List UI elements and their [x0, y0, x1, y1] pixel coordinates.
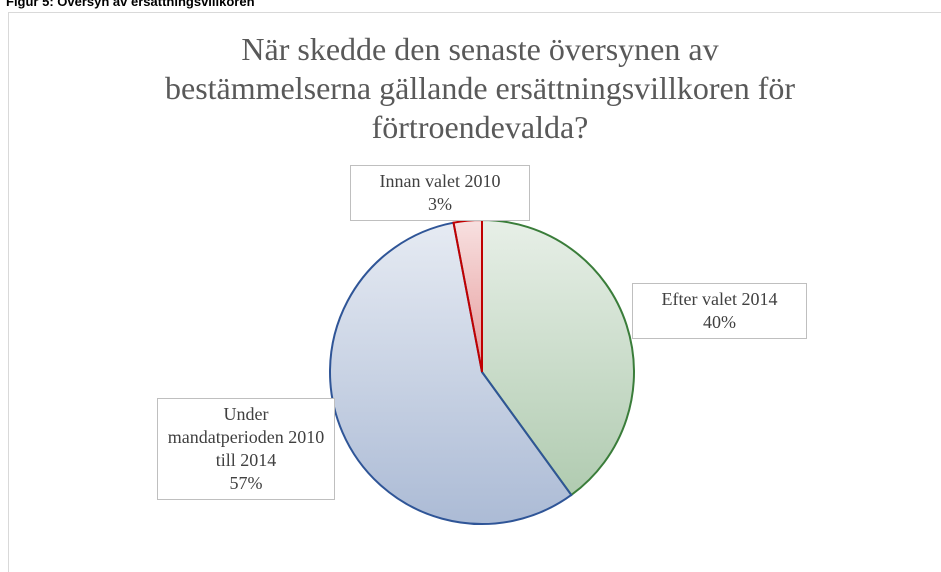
label-category: Efter valet 2014: [661, 289, 778, 309]
data-label: Under mandatperioden 2010 till 2014 57%: [157, 398, 335, 500]
pie-slice: [481, 218, 635, 497]
data-label: Innan valet 2010 3%: [350, 165, 530, 221]
label-value: 57%: [229, 473, 263, 493]
chart-frame: [8, 12, 941, 572]
label-value: 40%: [703, 312, 736, 332]
label-category: Under mandatperioden 2010 till 2014: [167, 404, 325, 470]
figure-caption: Figur 5: Översyn av ersättningsvillkoren: [6, 0, 255, 9]
label-category: Innan valet 2010: [379, 171, 501, 191]
chart-title: När skedde den senaste översynen av best…: [164, 31, 795, 145]
label-value: 3%: [428, 194, 452, 214]
data-label: Efter valet 2014 40%: [632, 283, 807, 339]
pie-slice: [329, 221, 573, 525]
